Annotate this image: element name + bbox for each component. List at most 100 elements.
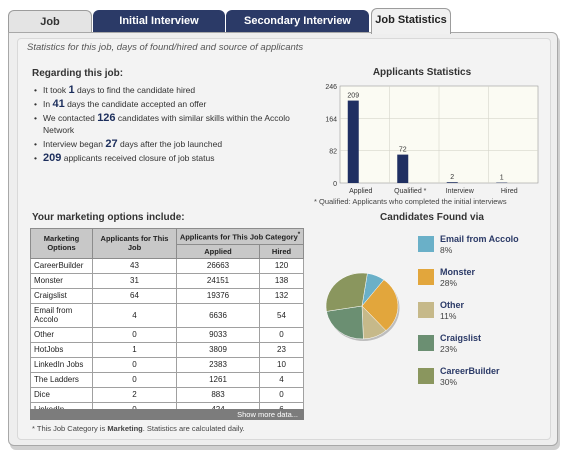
table-row: Other 0 9033 0 [30,326,304,343]
cell-name: Other [30,326,93,343]
legend-swatch [418,368,434,384]
legend-item: CareerBuilder 30% [418,366,548,399]
fact-number: 1 [68,84,75,96]
col-applicants-job: Applicants for This Job [92,228,177,259]
applicants-bar-chart: 246 164 82 0 209 Applied 72 Qualified * 2 Intervi… [325,84,539,195]
cell-applied: 883 [176,386,260,403]
candidates-found-title: Candidates Found via [380,212,484,223]
tab-secondary-interview-questions[interactable]: Secondary Interview Questions [226,10,369,49]
legend-percent: 28% [440,278,458,288]
cell-job: 43 [92,257,177,274]
show-more-link[interactable]: Show more data... [30,409,304,420]
legend-percent: 11% [440,311,457,321]
legend-item: Other 11% [418,300,548,333]
table-row: HotJobs 1 3809 23 [30,341,304,358]
x-tick-label: Interview [446,188,475,195]
cell-hired: 132 [259,287,304,304]
col-marketing-options: Marketing Options [30,228,93,259]
cell-name: CareerBuilder [30,257,93,274]
tab-initial-interview-questions[interactable]: Initial Interview Questions [93,10,225,49]
legend-percent: 23% [440,344,458,354]
intro-text: Statistics for this job, days of found/h… [27,42,304,53]
job-facts-list: It took 1 days to find the candidate hir… [32,84,302,166]
legend-label: Monster [440,267,476,277]
cell-name: Craigslist [30,287,93,304]
pie-legend: Email from Accolo 8% Monster 28% Other 11% Cra… [418,234,548,399]
pie-slice [361,279,399,331]
cell-hired: 54 [259,302,304,328]
cell-hired: 120 [259,257,304,274]
marketing-heading: Your marketing options include: [32,212,185,223]
fact-item: 209 applicants received closure of job s… [32,152,302,164]
cell-job: 0 [92,326,177,343]
tab-job-description[interactable]: Job Description [8,10,92,50]
bar [347,100,359,183]
x-tick-label: Applied [349,188,372,195]
x-tick-label: Qualified * [394,188,427,195]
fact-item: Interview began 27 days after the job la… [32,138,302,150]
legend-label: CareerBuilder [440,366,500,376]
legend-swatch [418,302,434,318]
table-row: LinkedIn Jobs 0 2383 10 [30,356,304,373]
col-hired: Hired [259,243,304,259]
legend-swatch [418,269,434,285]
cell-hired: 23 [259,341,304,358]
legend-label: Craigslist [440,333,482,343]
cell-applied: 1261 [176,371,260,388]
fact-number: 41 [52,98,65,110]
legend-label: Other [440,300,465,310]
cell-applied: 3809 [176,341,260,358]
fact-item: It took 1 days to find the candidate hir… [32,84,302,96]
cell-job: 31 [92,272,177,289]
fact-item: We contacted 126 candidates with similar… [32,112,302,136]
fact-item: In 41 days the candidate accepted an off… [32,98,302,110]
table-row: The Ladders 0 1261 4 [30,371,304,388]
legend-percent: 8% [440,245,453,255]
cell-job: 4 [92,302,177,328]
cell-job: 0 [92,356,177,373]
cell-job: 0 [92,371,177,388]
table-row: Craigslist 64 19376 132 [30,287,304,304]
col-applied: Applied [176,243,260,259]
category-footnote: * This Job Category is Marketing. Statis… [32,424,245,433]
table-row: Dice 2 883 0 [30,386,304,403]
legend-item: Monster 28% [418,267,548,300]
cell-applied: 6636 [176,302,260,328]
cell-job: 1 [92,341,177,358]
pie-slice [325,272,368,312]
candidates-pie-chart [325,272,400,341]
cell-hired: 0 [259,386,304,403]
cell-applied: 2383 [176,356,260,373]
bar-value-label: 209 [347,93,359,100]
cell-name: The Ladders [30,371,93,388]
y-tick-label: 0 [333,181,337,188]
fact-number: 27 [105,138,118,150]
cell-name: HotJobs [30,341,93,358]
cell-hired: 0 [259,326,304,343]
tab-bar: Job Description Initial Interview Questi… [8,8,558,50]
cell-hired: 10 [259,356,304,373]
legend-percent: 30% [440,377,458,387]
cell-applied: 26663 [176,257,260,274]
y-tick-label: 82 [329,149,337,156]
cell-name: Dice [30,386,93,403]
x-tick-label: Hired [501,188,518,195]
bar [397,154,409,183]
col-applicants-category: Applicants for This Job Category* [176,228,304,245]
legend-item: Craigslist 23% [418,333,548,366]
tab-job-statistics[interactable]: Job Statistics [371,8,451,34]
y-tick-label: 246 [325,84,337,91]
legend-item: Email from Accolo 8% [418,234,548,267]
cell-hired: 4 [259,371,304,388]
cell-name: Monster [30,272,93,289]
cell-applied: 19376 [176,287,260,304]
fact-number: 209 [43,152,62,164]
bar [446,182,458,183]
cell-name: Email from Accolo [30,302,93,328]
cell-applied: 24151 [176,272,260,289]
table-row: CareerBuilder 43 26663 120 [30,257,304,274]
qualified-footnote: * Qualified: Applicants who completed th… [314,197,507,206]
cell-job: 64 [92,287,177,304]
cell-job: 2 [92,386,177,403]
fact-number: 126 [97,112,116,124]
